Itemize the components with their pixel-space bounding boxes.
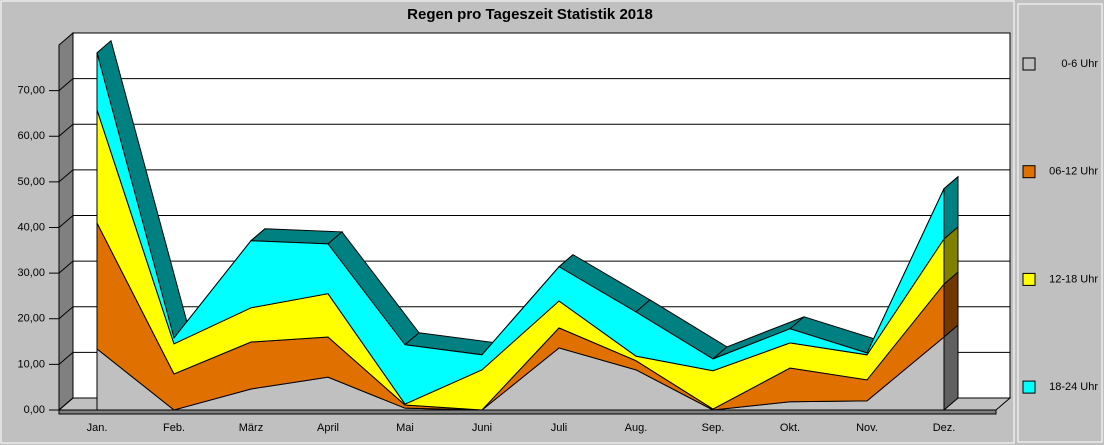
floor-front — [58, 409, 997, 415]
legend-frame — [1017, 3, 1103, 443]
legend-label: 18-24 Uhr — [1049, 381, 1098, 393]
legend-swatch — [1022, 165, 1036, 179]
x-tick-label: Mai — [396, 422, 414, 434]
y-tick-label: 60,00 — [17, 130, 45, 142]
x-tick-label: April — [317, 422, 339, 434]
x-tick-label: Juni — [472, 422, 492, 434]
y-tick-label: 0,00 — [24, 404, 45, 416]
legend-label: 0-6 Uhr — [1061, 58, 1098, 70]
area-side-face — [943, 323, 959, 412]
x-tick-label: Aug. — [625, 422, 648, 434]
x-tick-label: März — [239, 422, 263, 434]
y-tick-label: 10,00 — [17, 358, 45, 370]
legend-swatch — [1022, 380, 1036, 394]
x-tick-label: Okt. — [780, 422, 800, 434]
x-tick-label: Feb. — [163, 422, 185, 434]
x-tick-label: Dez. — [933, 422, 956, 434]
grid-line — [58, 123, 74, 137]
x-tick-label: Juli — [551, 422, 568, 434]
grid-line — [58, 169, 74, 183]
area — [96, 52, 945, 405]
legend-swatch — [1022, 57, 1036, 71]
grid-line — [58, 215, 74, 228]
y-tick-label: 50,00 — [17, 176, 45, 188]
grid-line — [58, 351, 74, 365]
grid-line — [58, 397, 74, 411]
x-tick-label: Jan. — [87, 422, 108, 434]
legend-swatch — [1022, 272, 1036, 286]
x-tick-label: Nov. — [856, 422, 878, 434]
y-tick-label: 70,00 — [17, 85, 45, 97]
y-tick-label: 40,00 — [17, 221, 45, 233]
chart-title: Regen pro Tageszeit Statistik 2018 — [407, 6, 653, 23]
grid-line — [58, 260, 74, 274]
x-tick-label: Sep. — [702, 422, 725, 434]
grid-line — [58, 306, 74, 320]
legend-label: 12-18 Uhr — [1049, 273, 1098, 285]
legend-label: 06-12 Uhr — [1049, 166, 1098, 178]
grid-line — [58, 78, 74, 92]
y-tick-label: 20,00 — [17, 313, 45, 325]
y-tick-label: 30,00 — [17, 267, 45, 279]
